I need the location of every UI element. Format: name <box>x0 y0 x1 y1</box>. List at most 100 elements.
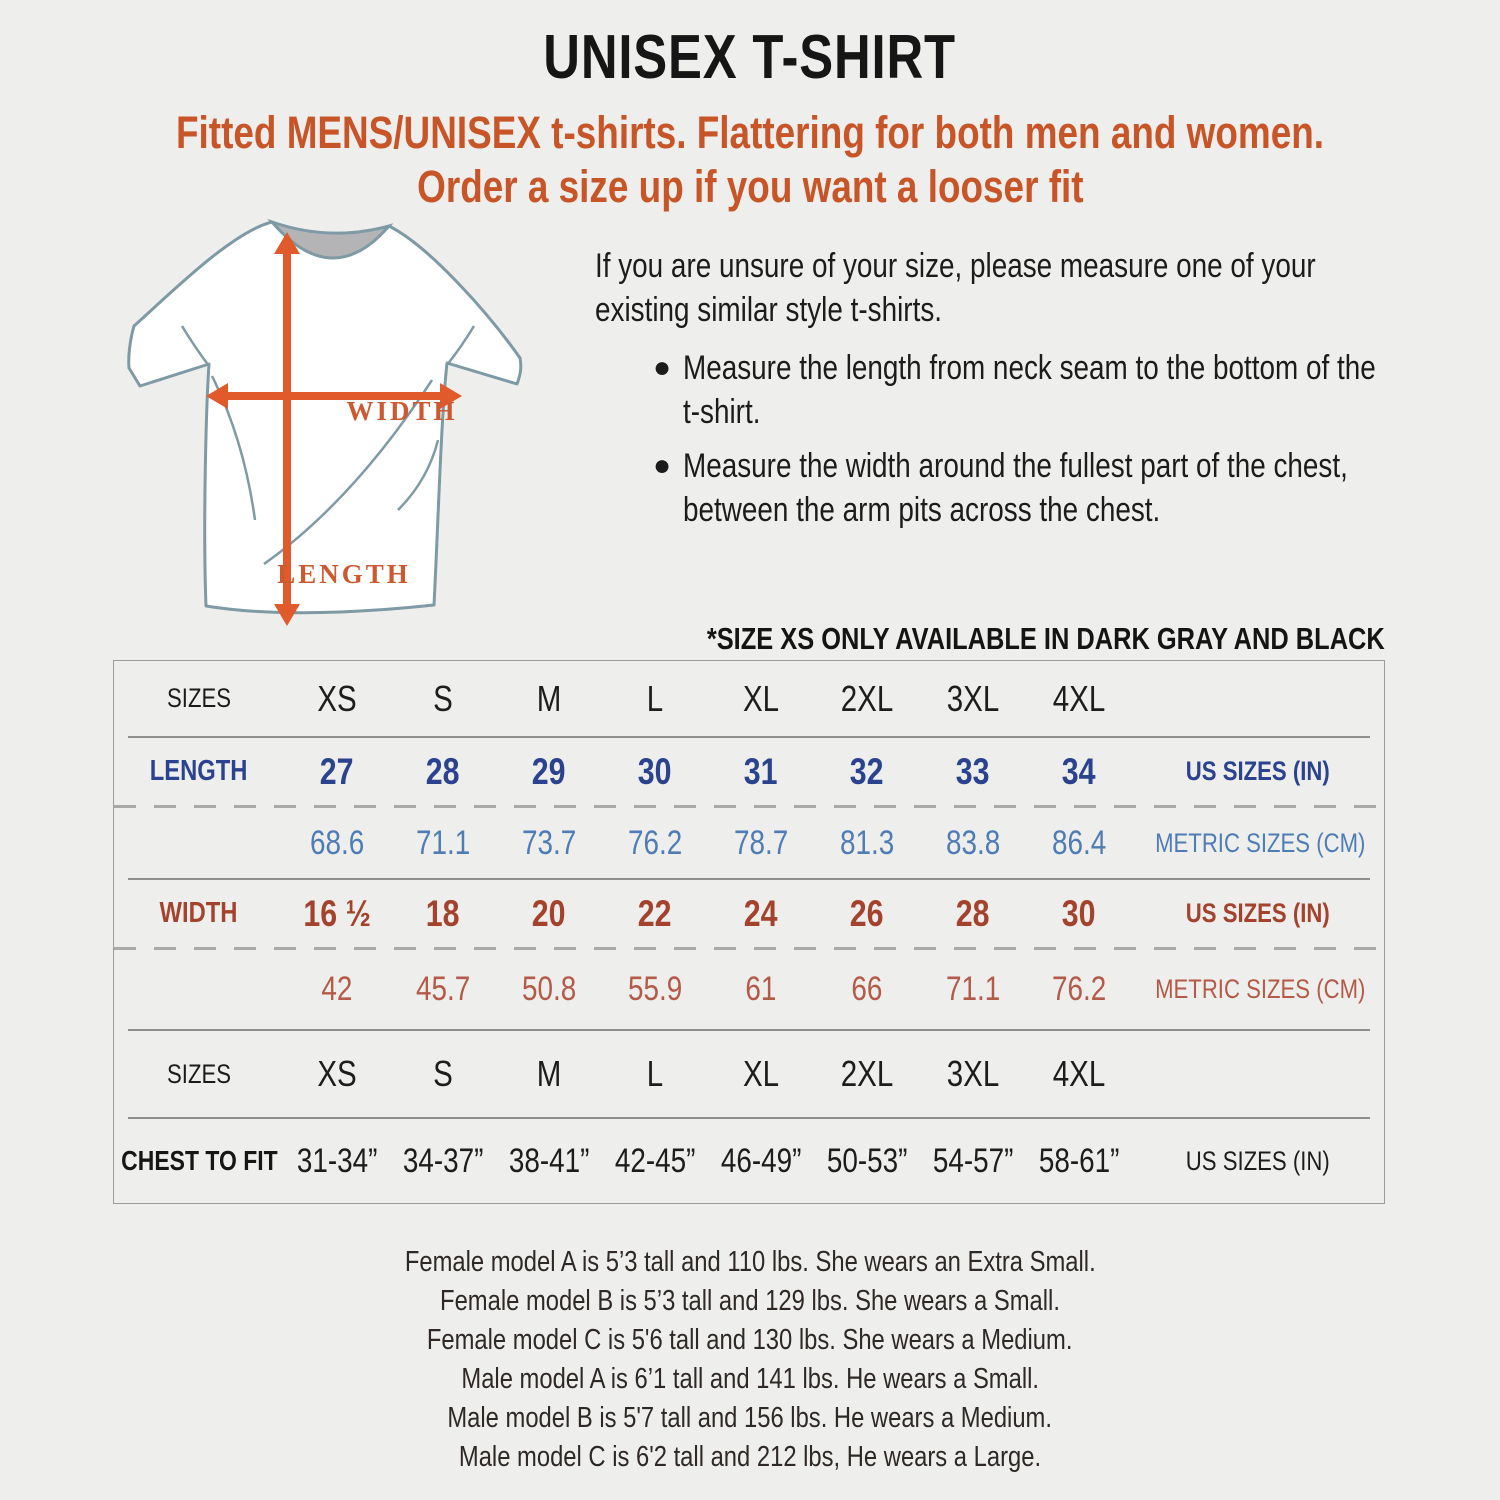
table-divider <box>128 736 1370 738</box>
instruction-bullet-2: ● Measure the width around the fullest p… <box>595 444 1500 532</box>
width-metric-cell: 42 <box>321 970 353 1008</box>
table-divider <box>128 1029 1370 1031</box>
size-header-cell: 3XL <box>946 1053 1000 1094</box>
chest-row-label: CHEST TO FIT <box>120 1145 278 1176</box>
size-header-cell: 4XL <box>1052 677 1106 719</box>
sizes-row-label: SIZES <box>167 683 231 713</box>
length-us-cell: 34 <box>1062 750 1096 792</box>
length-metric-cell: 86.4 <box>1051 823 1107 862</box>
size-header-cell: S <box>433 1053 453 1094</box>
length-metric-cell: 73.7 <box>521 823 577 862</box>
table-row-chest-to-fit: CHEST TO FIT 31-34” 34-37” 38-41” 42-45”… <box>114 1119 1384 1203</box>
width-metric-cell: 55.9 <box>627 970 683 1008</box>
width-metric-cell: 76.2 <box>1051 970 1107 1008</box>
length-row-label: LENGTH <box>150 755 248 787</box>
table-divider-dashed <box>114 805 1384 808</box>
table-row-sizes-header: SIZES XS S M L XL 2XL 3XL 4XL <box>114 661 1384 736</box>
subtitle-line2: Order a size up if you want a looser fit <box>416 161 1084 212</box>
tshirt-collar <box>267 218 394 260</box>
model-note-text: Female model B is 5’3 tall and 129 lbs. … <box>440 1285 1060 1317</box>
size-header-cell: L <box>646 1053 664 1094</box>
chest-cell: 54-57” <box>932 1141 1014 1180</box>
page-title-text: UNISEX T-SHIRT <box>543 23 957 92</box>
size-header-cell: 2XL <box>840 1053 894 1094</box>
width-metric-cell: 45.7 <box>415 970 471 1008</box>
model-note-text: Female model C is 5'6 tall and 130 lbs. … <box>427 1324 1073 1356</box>
model-note-line: Female model C is 5'6 tall and 130 lbs. … <box>0 1321 1500 1360</box>
length-metric-cell: 71.1 <box>415 823 471 862</box>
length-metric-unit: METRIC SIZES (CM) <box>1155 827 1366 858</box>
model-note-text: Male model C is 6'2 tall and 212 lbs, He… <box>458 1441 1042 1473</box>
length-metric-cell: 76.2 <box>627 823 683 862</box>
chest-cell: 46-49” <box>720 1141 802 1180</box>
xs-availability-note: *SIZE XS ONLY AVAILABLE IN DARK GRAY AND… <box>558 621 1385 657</box>
width-us-cell: 30 <box>1062 892 1096 934</box>
size-header-cell: S <box>433 677 453 719</box>
width-arrow <box>206 383 462 409</box>
width-metric-cell: 66 <box>851 970 883 1008</box>
table-row-width-metric: 42 45.7 50.8 55.9 61 66 71.1 76.2 METRIC… <box>114 950 1384 1029</box>
size-header-cell: 2XL <box>840 677 894 719</box>
model-note-line: Male model B is 5'7 tall and 156 lbs. He… <box>0 1399 1500 1438</box>
length-us-cell: 27 <box>320 750 354 792</box>
tshirt-illustration: WIDTH LENGTH <box>127 218 523 626</box>
width-metric-cell: 61 <box>745 970 777 1008</box>
sizes-row-label: SIZES <box>167 1058 231 1089</box>
size-header-cell: L <box>646 677 664 719</box>
chest-unit: US SIZES (IN) <box>1186 1145 1330 1176</box>
table-row-sizes-header-2: SIZES XS S M L XL 2XL 3XL 4XL <box>114 1031 1384 1117</box>
width-us-cell: 28 <box>956 892 990 934</box>
width-metric-cell: 71.1 <box>945 970 1001 1008</box>
table-row-length-metric: 68.6 71.1 73.7 76.2 78.7 81.3 83.8 86.4 … <box>114 808 1384 878</box>
width-us-cell: 18 <box>426 892 460 934</box>
chest-cell: 38-41” <box>508 1141 590 1180</box>
model-note-text: Male model A is 6’1 tall and 141 lbs. He… <box>461 1363 1039 1395</box>
size-header-cell: 4XL <box>1052 1053 1106 1094</box>
instructions-intro: If you are unsure of your size, please m… <box>595 247 1316 329</box>
length-metric-cell: 78.7 <box>733 823 789 862</box>
width-us-unit: US SIZES (IN) <box>1186 898 1330 928</box>
chest-cell: 31-34” <box>296 1141 378 1180</box>
size-header-cell: XS <box>317 1053 357 1094</box>
table-divider <box>128 878 1370 880</box>
page-subtitle: Fitted MENS/UNISEX t-shirts. Flattering … <box>0 106 1500 214</box>
length-arrow-label: LENGTH <box>277 559 411 589</box>
width-us-cell: 26 <box>850 892 884 934</box>
page-title: UNISEX T-SHIRT <box>0 22 1500 93</box>
length-arrow <box>274 232 300 626</box>
bullet-1-text: Measure the length from neck seam to the… <box>683 349 1376 431</box>
model-note-text: Male model B is 5'7 tall and 156 lbs. He… <box>447 1402 1053 1434</box>
tshirt-body <box>127 220 523 615</box>
width-arrow-label: WIDTH <box>346 396 457 426</box>
width-row-label: WIDTH <box>160 897 238 929</box>
bullet-2-text: Measure the width around the fullest par… <box>683 447 1348 529</box>
model-note-text: Female model A is 5’3 tall and 110 lbs. … <box>404 1246 1096 1278</box>
size-header-cell: XL <box>742 677 780 719</box>
xs-availability-note-text: *SIZE XS ONLY AVAILABLE IN DARK GRAY AND… <box>707 621 1385 656</box>
length-metric-cell: 81.3 <box>839 823 895 862</box>
chest-cell: 58-61” <box>1038 1141 1120 1180</box>
measuring-instructions: If you are unsure of your size, please m… <box>595 244 1500 532</box>
width-us-cell: 16 ½ <box>303 892 371 934</box>
length-metric-cell: 83.8 <box>945 823 1001 862</box>
table-divider <box>128 1117 1370 1119</box>
length-us-unit: US SIZES (IN) <box>1186 756 1330 786</box>
width-metric-cell: 50.8 <box>521 970 577 1008</box>
model-note-line: Male model A is 6’1 tall and 141 lbs. He… <box>0 1360 1500 1399</box>
table-row-width-us: WIDTH 16 ½ 18 20 22 24 26 28 30 US SIZES… <box>114 880 1384 947</box>
length-metric-cell: 68.6 <box>309 823 365 862</box>
size-header-cell: XL <box>742 1053 780 1094</box>
length-us-cell: 31 <box>744 750 778 792</box>
length-us-cell: 32 <box>850 750 884 792</box>
bullet-icon: ● <box>653 449 672 482</box>
width-us-cell: 22 <box>638 892 672 934</box>
width-us-cell: 20 <box>532 892 566 934</box>
chest-cell: 50-53” <box>826 1141 908 1180</box>
chest-cell: 34-37” <box>402 1141 484 1180</box>
model-note-line: Male model C is 6'2 tall and 212 lbs, He… <box>0 1438 1500 1477</box>
bullet-icon: ● <box>653 351 672 384</box>
length-us-cell: 33 <box>956 750 990 792</box>
table-row-length-us: LENGTH 27 28 29 30 31 32 33 34 US SIZES … <box>114 738 1384 805</box>
length-us-cell: 28 <box>426 750 460 792</box>
